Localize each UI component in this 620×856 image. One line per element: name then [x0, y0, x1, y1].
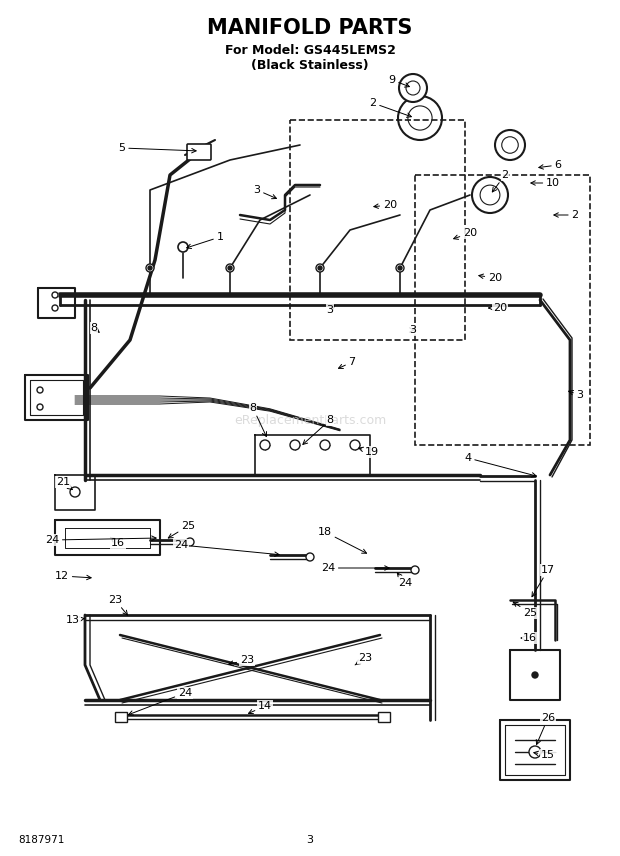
- Bar: [415, 175, 590, 445]
- Circle shape: [411, 566, 419, 574]
- Circle shape: [318, 266, 322, 270]
- Text: 3: 3: [569, 390, 583, 400]
- Text: 14: 14: [249, 701, 272, 714]
- Text: 25: 25: [168, 521, 195, 538]
- Circle shape: [186, 538, 194, 546]
- Text: For Model: GS445LEMS2: For Model: GS445LEMS2: [224, 44, 396, 56]
- Text: 12: 12: [55, 571, 91, 581]
- Circle shape: [532, 672, 538, 678]
- Text: 19: 19: [359, 447, 379, 457]
- Text: 20: 20: [374, 200, 397, 210]
- Circle shape: [70, 487, 80, 497]
- Text: 8: 8: [91, 323, 99, 333]
- Circle shape: [502, 137, 518, 153]
- Circle shape: [178, 242, 188, 252]
- Circle shape: [320, 440, 330, 450]
- Text: 3: 3: [306, 835, 314, 845]
- Circle shape: [398, 266, 402, 270]
- Bar: [378, 712, 390, 722]
- Text: 3: 3: [409, 325, 417, 335]
- Text: 18: 18: [318, 527, 366, 553]
- Circle shape: [228, 266, 232, 270]
- Circle shape: [495, 130, 525, 160]
- FancyBboxPatch shape: [187, 144, 211, 160]
- Text: 16: 16: [521, 633, 537, 643]
- Text: 25: 25: [513, 602, 537, 618]
- Circle shape: [398, 96, 442, 140]
- Circle shape: [290, 440, 300, 450]
- Circle shape: [316, 264, 324, 272]
- Text: 26: 26: [536, 713, 555, 745]
- Text: 3: 3: [254, 185, 277, 199]
- Text: 4: 4: [464, 453, 536, 477]
- Circle shape: [52, 305, 58, 311]
- Text: 23: 23: [355, 653, 372, 665]
- Circle shape: [472, 177, 508, 213]
- Circle shape: [260, 440, 270, 450]
- Circle shape: [399, 74, 427, 102]
- Text: 8: 8: [249, 403, 267, 437]
- Text: 20: 20: [454, 228, 477, 240]
- Text: 23: 23: [108, 595, 128, 615]
- Text: 10: 10: [531, 178, 560, 188]
- Text: 17: 17: [532, 565, 555, 597]
- Text: 13: 13: [66, 615, 84, 625]
- Circle shape: [396, 264, 404, 272]
- Text: 15: 15: [534, 750, 555, 760]
- Text: 24: 24: [45, 535, 156, 545]
- Circle shape: [480, 185, 500, 205]
- Text: 23: 23: [229, 655, 254, 665]
- Text: 6: 6: [539, 160, 562, 170]
- Text: 5: 5: [118, 143, 196, 153]
- Circle shape: [529, 746, 541, 758]
- Text: 9: 9: [389, 75, 409, 87]
- Circle shape: [350, 440, 360, 450]
- Circle shape: [408, 106, 432, 130]
- Text: 24: 24: [174, 540, 279, 556]
- Text: 8187971: 8187971: [18, 835, 64, 845]
- Text: 2: 2: [492, 170, 508, 192]
- Text: 24: 24: [321, 563, 389, 573]
- Bar: [115, 712, 127, 722]
- Text: 7: 7: [339, 357, 355, 368]
- Text: eReplacementParts.com: eReplacementParts.com: [234, 413, 386, 426]
- Text: 20: 20: [489, 303, 507, 313]
- Text: 2: 2: [370, 98, 411, 117]
- Circle shape: [146, 264, 154, 272]
- Circle shape: [406, 81, 420, 95]
- Text: 1: 1: [187, 232, 223, 248]
- Text: 20: 20: [479, 273, 502, 283]
- Circle shape: [148, 266, 152, 270]
- Text: 8: 8: [303, 415, 334, 444]
- Text: 21: 21: [56, 477, 72, 490]
- Bar: [290, 120, 465, 340]
- Text: 24: 24: [397, 573, 412, 588]
- Circle shape: [52, 292, 58, 298]
- Text: 3: 3: [327, 305, 334, 315]
- Text: 2: 2: [554, 210, 578, 220]
- Circle shape: [226, 264, 234, 272]
- Text: MANIFOLD PARTS: MANIFOLD PARTS: [207, 18, 413, 38]
- Circle shape: [306, 553, 314, 561]
- Text: 24: 24: [128, 688, 192, 715]
- Text: 16: 16: [110, 538, 125, 548]
- Text: (Black Stainless): (Black Stainless): [251, 58, 369, 72]
